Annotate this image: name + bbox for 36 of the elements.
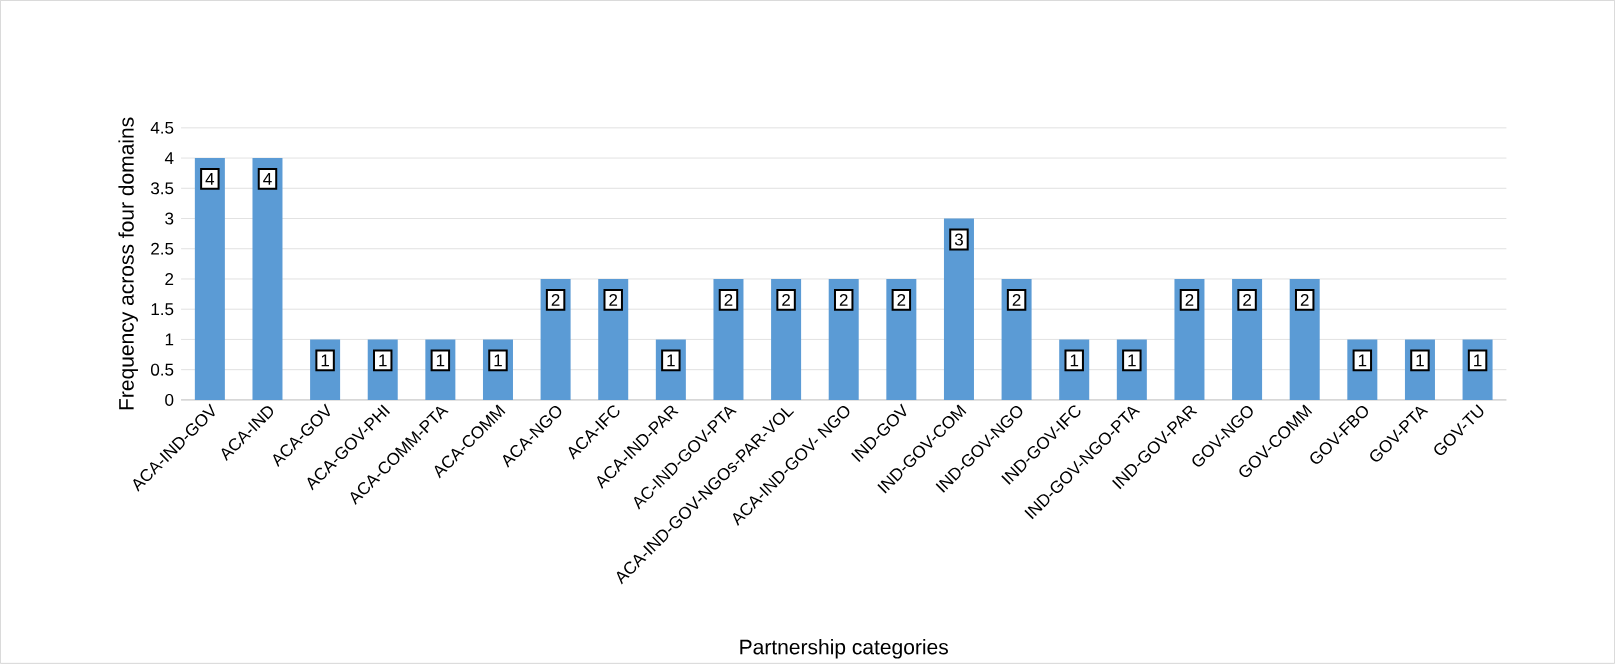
data-label: 1 — [1128, 354, 1136, 367]
x-axis-title: Partnership categories — [740, 638, 948, 659]
data-label: 3 — [954, 233, 963, 246]
bar — [252, 157, 283, 400]
data-label: 1 — [1474, 354, 1482, 367]
data-label: 2 — [839, 293, 848, 306]
y-tick-label: 4 — [164, 152, 174, 164]
y-tick-label: 0.5 — [151, 363, 174, 376]
data-label: 2 — [551, 293, 560, 306]
data-label: 4 — [205, 172, 215, 185]
bar — [943, 218, 974, 400]
data-label: 2 — [1185, 293, 1194, 306]
data-label: 2 — [897, 293, 906, 306]
data-label: 2 — [782, 293, 790, 306]
y-tick-label: 2 — [165, 272, 174, 285]
y-tick-label: 3 — [165, 212, 174, 225]
y-tick-label: 1 — [165, 333, 174, 346]
bar — [194, 157, 225, 400]
data-label: 2 — [1300, 293, 1309, 306]
y-tick-label: 3.5 — [151, 182, 174, 195]
data-label: 1 — [436, 354, 445, 367]
data-label: 1 — [379, 354, 387, 367]
y-tick-label: 4.5 — [150, 121, 174, 134]
data-label: 2 — [1012, 293, 1021, 306]
data-label: 2 — [1243, 293, 1251, 306]
data-label: 4 — [263, 172, 272, 185]
data-label: 2 — [609, 293, 618, 306]
y-tick-label: 2.5 — [151, 242, 174, 255]
data-label: 1 — [1070, 354, 1079, 367]
data-label: 1 — [1358, 354, 1367, 367]
data-label: 2 — [724, 293, 733, 306]
data-label: 1 — [321, 354, 330, 367]
data-label: 1 — [494, 354, 502, 367]
data-label: 1 — [1416, 354, 1424, 367]
y-tick-label: 1.5 — [151, 303, 174, 315]
data-label: 1 — [667, 354, 675, 367]
